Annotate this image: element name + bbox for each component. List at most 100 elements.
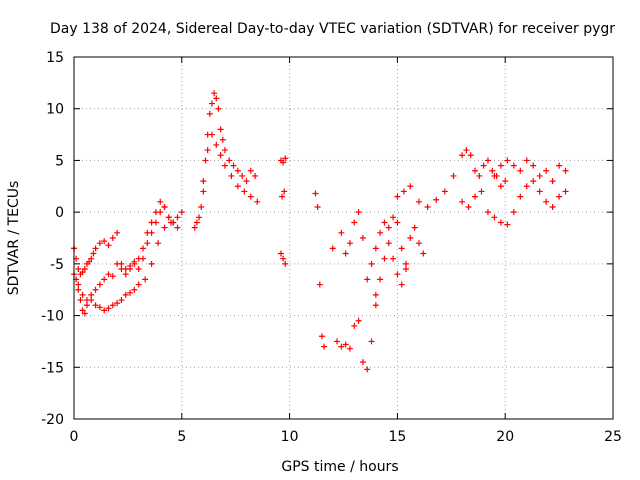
data-point — [359, 235, 366, 241]
data-point — [198, 203, 205, 210]
data-point — [504, 221, 511, 228]
data-point — [122, 271, 129, 278]
x-axis-label: GPS time / hours — [281, 459, 398, 475]
x-tick-label: 5 — [177, 429, 186, 445]
data-point — [368, 338, 375, 345]
data-point — [83, 302, 90, 309]
data-point — [407, 183, 414, 190]
data-point — [504, 157, 511, 164]
data-point — [75, 281, 82, 288]
data-point — [364, 366, 371, 373]
y-tick-label: 10 — [46, 102, 64, 118]
data-point — [92, 302, 99, 309]
x-tick-label: 0 — [70, 429, 79, 445]
data-point — [415, 198, 422, 205]
data-point — [165, 214, 172, 221]
data-point — [556, 162, 563, 169]
data-point — [118, 297, 125, 304]
data-point — [433, 196, 440, 203]
data-point — [562, 167, 569, 174]
data-point — [234, 183, 241, 190]
data-point — [517, 193, 524, 200]
data-point — [484, 209, 491, 216]
data-point — [407, 235, 414, 241]
data-point — [254, 198, 261, 205]
data-point — [346, 240, 353, 247]
data-point — [226, 157, 233, 164]
data-point — [139, 245, 146, 252]
data-point — [86, 258, 93, 265]
data-point — [355, 209, 362, 216]
data-point — [381, 219, 388, 226]
data-point — [75, 286, 82, 293]
data-point — [234, 167, 241, 174]
data-point — [510, 209, 517, 216]
data-point — [127, 266, 134, 273]
data-point — [88, 255, 95, 262]
data-point — [463, 147, 470, 154]
data-point — [135, 266, 142, 273]
data-point — [467, 152, 474, 159]
data-point — [411, 224, 418, 231]
data-point — [441, 188, 448, 195]
data-point — [88, 297, 95, 304]
data-point — [191, 224, 198, 231]
data-point — [403, 266, 410, 273]
data-point — [497, 219, 504, 226]
data-point — [204, 147, 211, 154]
data-point — [497, 162, 504, 169]
data-point — [390, 214, 397, 221]
data-point — [161, 203, 168, 210]
data-point — [105, 305, 112, 312]
data-point — [96, 240, 103, 247]
data-point — [355, 317, 362, 324]
y-tick-label: 5 — [55, 153, 64, 169]
y-tick-label: 0 — [55, 205, 64, 221]
data-point — [105, 242, 112, 249]
data-point — [96, 281, 103, 288]
data-point — [79, 291, 86, 298]
data-point — [131, 286, 138, 293]
data-point — [424, 203, 431, 210]
data-point — [359, 359, 366, 366]
data-point — [217, 126, 224, 133]
data-point — [338, 229, 345, 236]
data-point — [377, 229, 384, 236]
data-point — [109, 302, 116, 309]
data-point — [385, 240, 392, 247]
data-point — [381, 255, 388, 262]
data-point — [114, 260, 121, 267]
data-point — [174, 214, 181, 221]
data-point — [142, 276, 149, 283]
data-point — [221, 162, 228, 169]
data-point — [346, 345, 353, 352]
data-point — [280, 159, 287, 166]
data-point — [543, 198, 550, 205]
data-point — [372, 291, 379, 298]
data-point — [398, 281, 405, 288]
data-point — [96, 304, 103, 311]
data-point — [208, 131, 215, 138]
data-point — [178, 209, 185, 216]
data-point — [280, 255, 287, 262]
data-point — [415, 240, 422, 247]
data-point — [403, 260, 410, 267]
data-point — [450, 172, 457, 179]
data-point — [79, 269, 86, 276]
data-point — [465, 203, 472, 210]
data-point — [148, 229, 155, 236]
data-point — [318, 333, 325, 340]
data-point — [342, 341, 349, 348]
x-tick-label: 15 — [388, 429, 406, 445]
data-point — [549, 203, 556, 210]
data-point — [459, 198, 466, 205]
data-point — [193, 219, 200, 226]
y-axis-label: SDTVAR / TECUs — [6, 181, 22, 296]
data-point — [135, 281, 142, 288]
data-point — [174, 224, 181, 231]
data-point — [491, 214, 498, 221]
data-point — [282, 155, 289, 162]
data-point — [75, 266, 82, 273]
data-point — [476, 172, 483, 179]
